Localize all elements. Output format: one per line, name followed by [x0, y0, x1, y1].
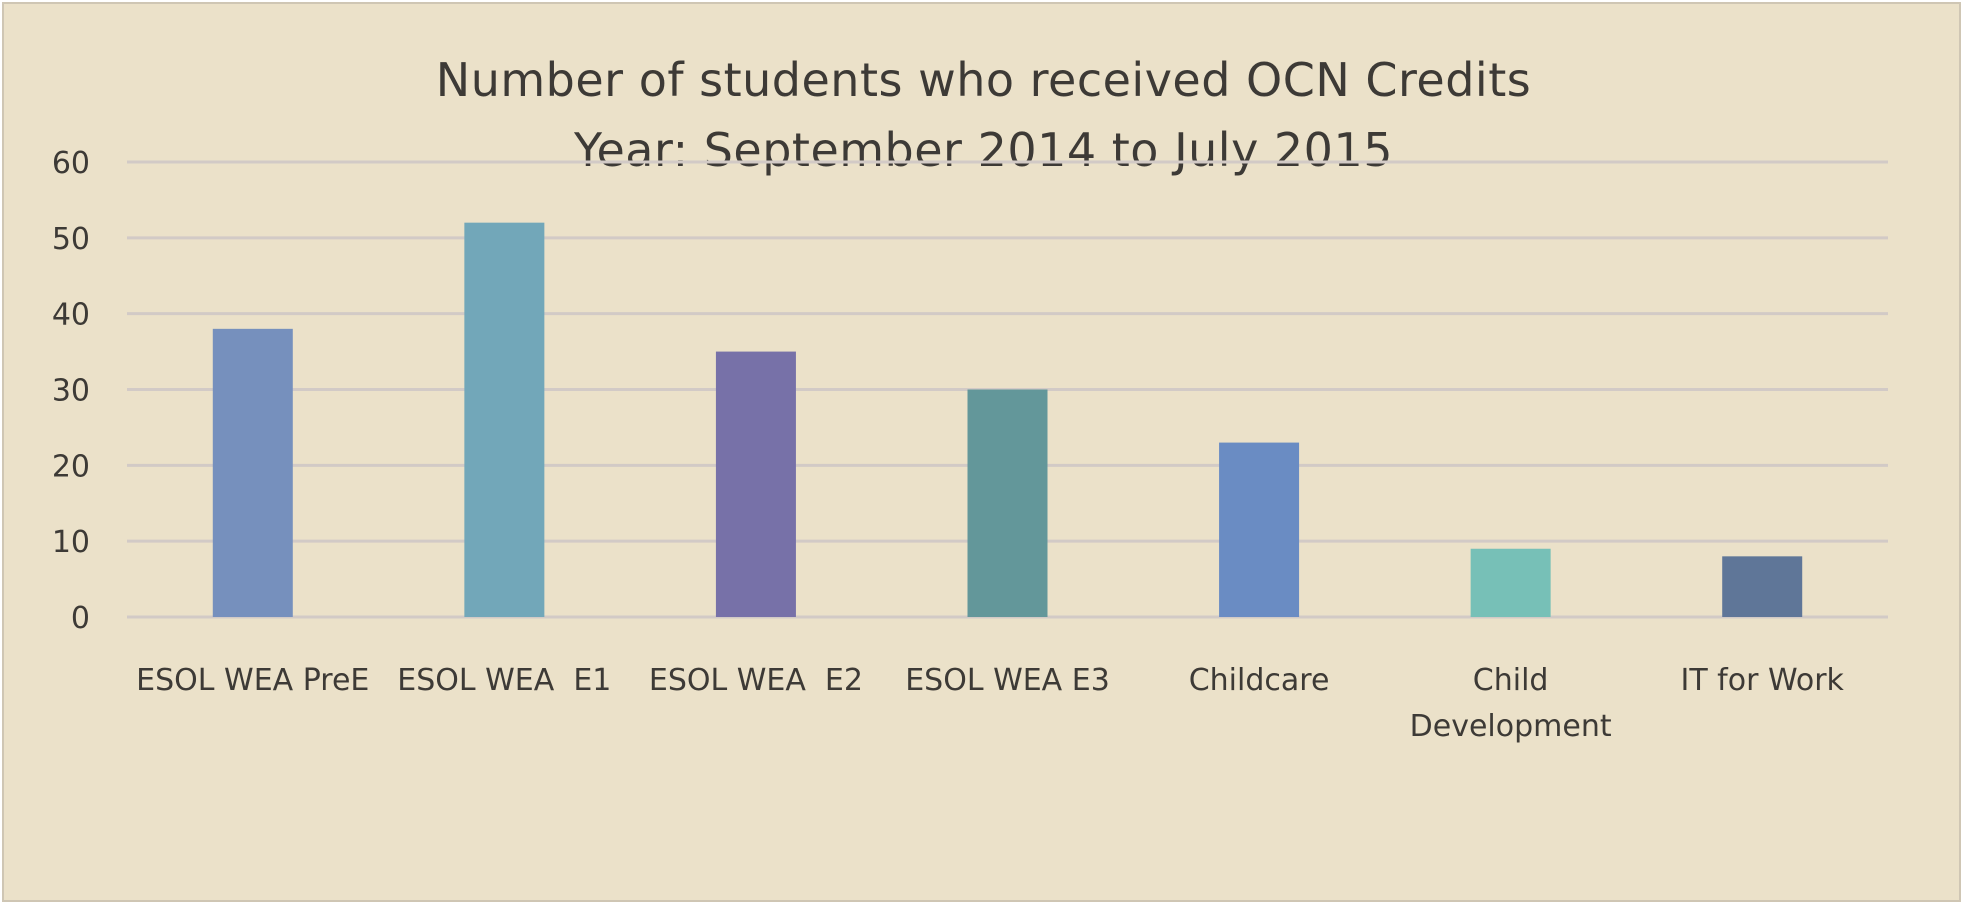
bar [1722, 556, 1803, 617]
y-axis-ticks: 0 10 20 30 40 50 60 [52, 146, 90, 636]
x-tick-label: IT for Work [1680, 663, 1844, 698]
x-axis-labels: ESOL WEA PreE ESOL WEA E1 ESOL WEA E2 ESOL … [136, 663, 1844, 744]
y-tick-label: 20 [52, 449, 90, 484]
y-tick-label: 60 [52, 146, 90, 181]
bar [464, 222, 545, 617]
x-tick-label: ESOL WEA PreE [136, 663, 369, 698]
bar [1470, 548, 1551, 617]
chart-subtitle: Year: September 2014 to July 2015 [574, 123, 1393, 177]
x-tick-label: ESOL WEA E2 [649, 663, 863, 698]
bars [212, 222, 1803, 617]
x-tick-label: Development [1410, 709, 1612, 744]
bar [715, 351, 796, 617]
x-tick-label: Child [1473, 663, 1549, 698]
x-tick-label: Childcare [1189, 663, 1330, 698]
bar [967, 389, 1048, 617]
x-tick-label: ESOL WEA E1 [397, 663, 611, 698]
bar [212, 328, 293, 617]
y-tick-label: 30 [52, 374, 90, 409]
y-tick-label: 0 [71, 601, 90, 636]
x-tick-label: ESOL WEA E3 [905, 663, 1110, 698]
bar [1219, 442, 1300, 617]
chart-title-block: Number of students who received OCN Cred… [0, 45, 1967, 185]
y-tick-label: 40 [52, 298, 90, 333]
y-tick-label: 50 [52, 222, 90, 257]
y-tick-label: 10 [52, 525, 90, 560]
chart-title: Number of students who received OCN Cred… [435, 53, 1532, 107]
